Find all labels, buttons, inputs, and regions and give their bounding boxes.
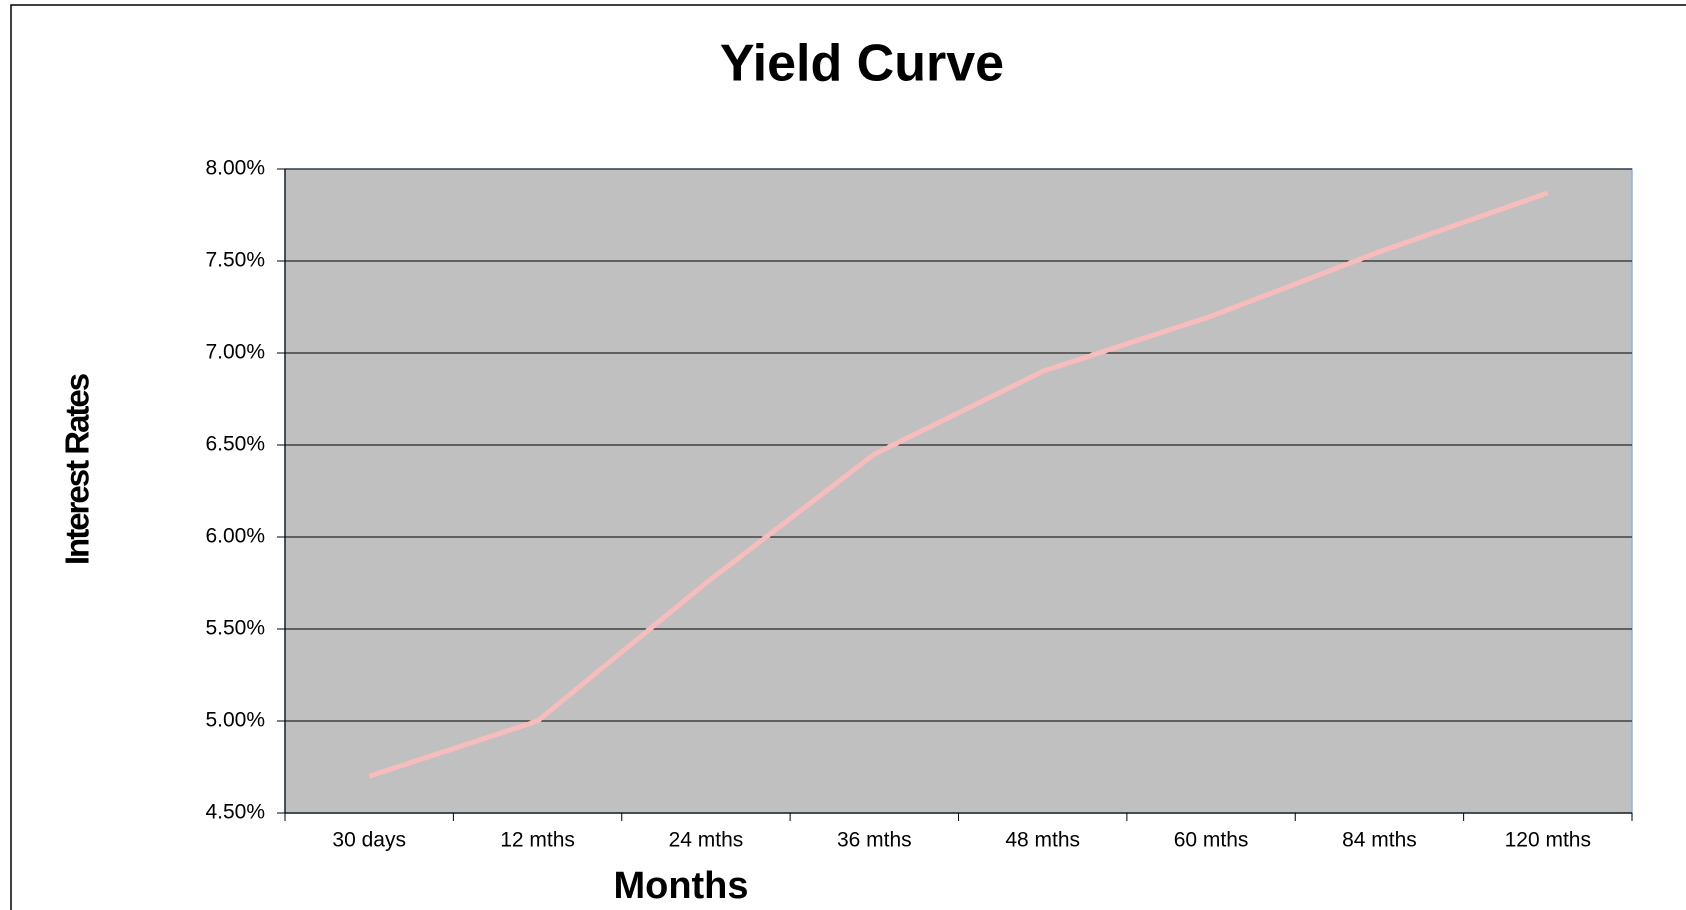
x-tick-label: 24 mths — [669, 829, 744, 852]
x-tick-label: 48 mths — [1005, 829, 1080, 852]
y-tick-label: 8.00% — [205, 157, 265, 180]
x-tick-label: 36 mths — [837, 829, 912, 852]
y-tick-label: 7.50% — [205, 249, 265, 272]
y-tick-label: 6.00% — [205, 525, 265, 548]
x-tick-label: 120 mths — [1505, 829, 1591, 852]
y-axis-label: Interest Rates — [59, 374, 96, 565]
y-tick-label: 6.50% — [205, 433, 265, 456]
x-axis-label: Months — [613, 865, 748, 907]
y-tick-label: 5.00% — [205, 709, 265, 732]
y-tick-label: 7.00% — [205, 341, 265, 364]
y-tick-label: 4.50% — [205, 801, 265, 824]
x-tick-label: 12 mths — [500, 829, 575, 852]
chart-border — [10, 4, 1686, 910]
series-line — [368, 190, 1549, 779]
x-tick-label: 30 days — [332, 829, 406, 852]
chart-title: Yield Curve — [720, 35, 1004, 93]
x-tick-label: 60 mths — [1174, 829, 1249, 852]
plot-area — [284, 168, 1633, 814]
x-tick-label: 84 mths — [1342, 829, 1417, 852]
y-tick-label: 5.50% — [205, 617, 265, 640]
